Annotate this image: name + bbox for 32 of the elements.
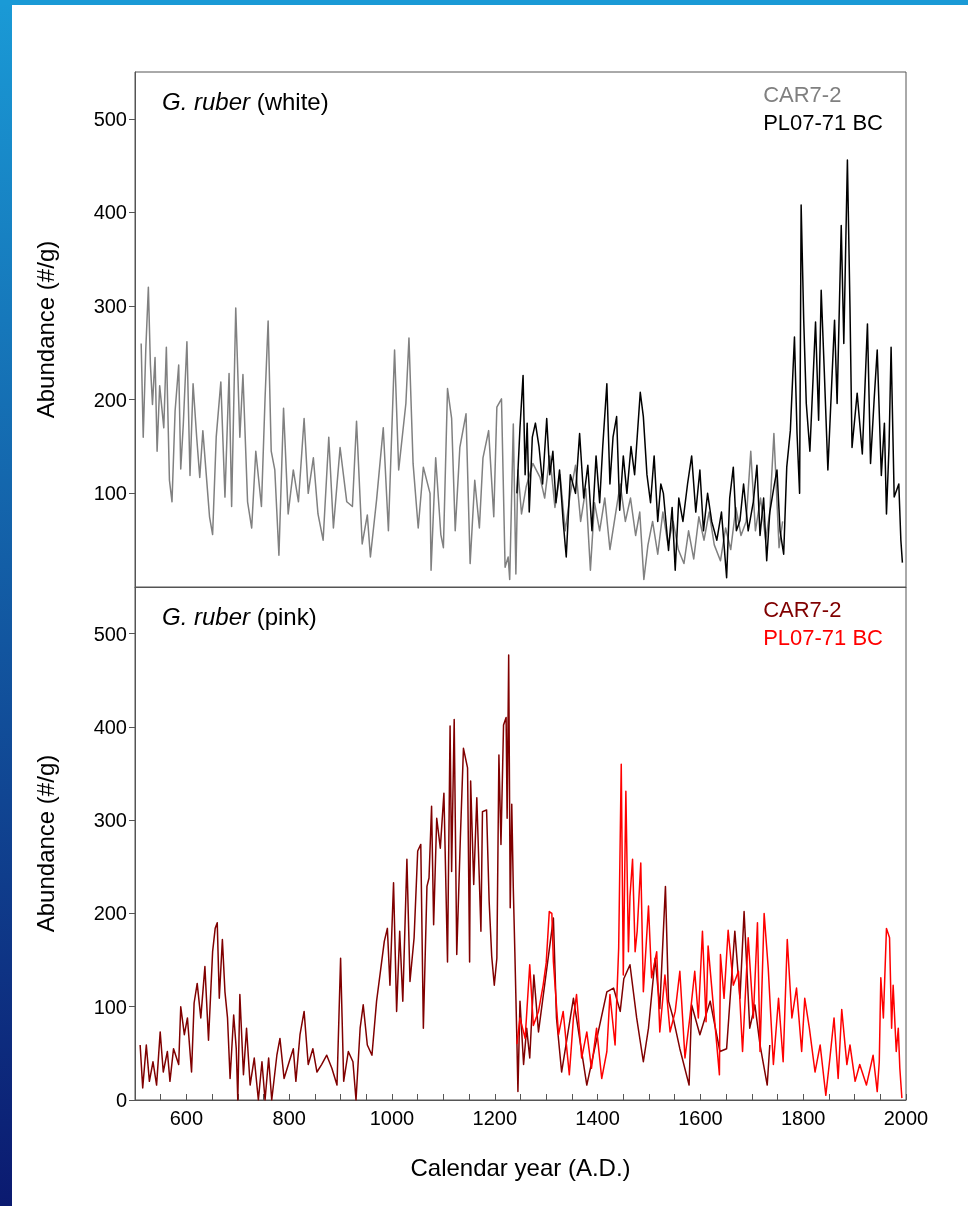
x-axis-title: Calendar year (A.D.) xyxy=(410,1153,631,1181)
y-tick-label: 500 xyxy=(93,622,127,645)
y-tick-label: 200 xyxy=(93,388,127,411)
y-tick-label: 100 xyxy=(93,995,127,1018)
y-tick-label: 300 xyxy=(93,809,127,832)
x-tick-label: 800 xyxy=(272,1107,306,1129)
x-tick-label: 1800 xyxy=(780,1107,826,1129)
line-series xyxy=(140,286,784,581)
line-series xyxy=(516,763,903,1099)
x-tick-label: 1200 xyxy=(472,1107,518,1129)
y-axis-title: Abundance (#/g) xyxy=(31,240,59,419)
line-series xyxy=(516,159,904,579)
x-tick-label: 1000 xyxy=(369,1107,415,1129)
text: G. ruber (pink) xyxy=(162,602,317,630)
x-tick-label: 600 xyxy=(169,1107,204,1129)
text: PL07-71 BC xyxy=(763,624,884,650)
x-tick-label: 1400 xyxy=(575,1107,620,1129)
text: G. ruber (white) xyxy=(162,87,329,115)
text: CAR7-2 xyxy=(763,596,842,622)
y-tick-label: 200 xyxy=(93,902,127,925)
text: CAR7-2 xyxy=(763,81,842,107)
y-tick-label: 500 xyxy=(93,107,127,130)
y-tick-label: 300 xyxy=(93,295,127,318)
line-series xyxy=(139,654,771,1101)
x-tick-label: 1600 xyxy=(678,1107,723,1129)
y-tick-label: 100 xyxy=(93,482,127,505)
y-tick-label: 400 xyxy=(93,201,127,224)
x-tick-label: 2000 xyxy=(883,1107,929,1129)
y-axis-title: Abundance (#/g) xyxy=(31,754,59,933)
y-tick-label: 0 xyxy=(115,1089,127,1111)
y-tick-label: 400 xyxy=(93,715,127,738)
series-label: PL07-71 BC xyxy=(763,109,884,135)
